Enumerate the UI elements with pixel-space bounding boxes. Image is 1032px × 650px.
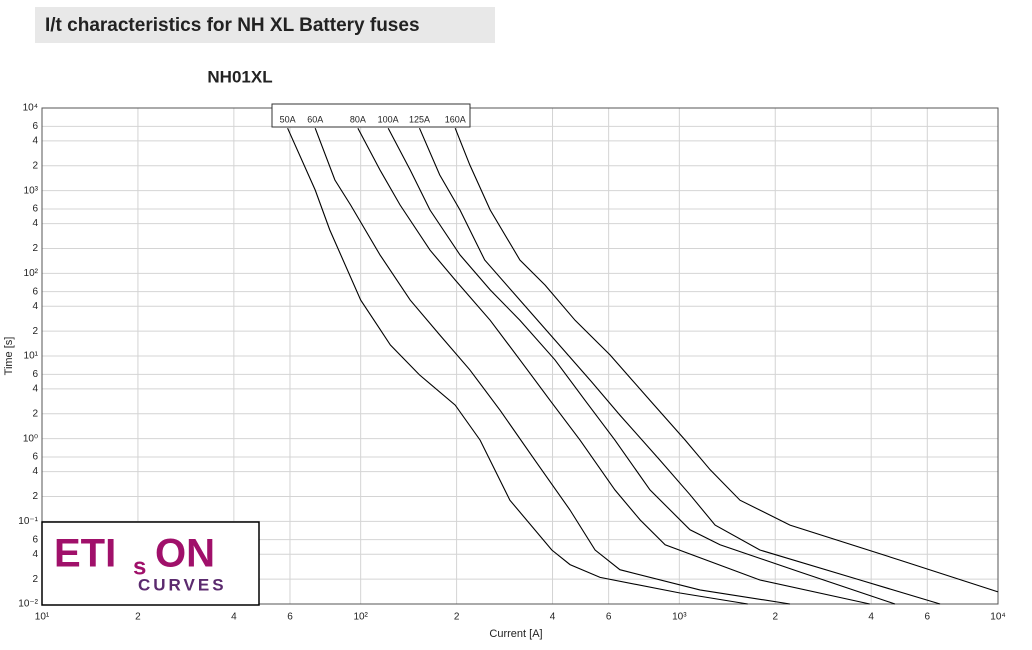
y-tick-label: 10⁻¹ bbox=[18, 516, 38, 527]
logo-middle: s bbox=[133, 553, 146, 580]
y-tick-label: 10² bbox=[24, 268, 39, 279]
y-tick-label: 2 bbox=[32, 160, 38, 171]
legend-label: 60A bbox=[307, 114, 323, 124]
y-tick-label: 4 bbox=[32, 218, 38, 229]
x-tick-label: 6 bbox=[925, 612, 931, 623]
logo-tagline: CURVES bbox=[138, 575, 227, 594]
x-tick-label: 2 bbox=[135, 612, 141, 623]
y-tick-label: 10⁻² bbox=[18, 599, 38, 610]
legend: 50A 60A 80A 100A 125A 160A bbox=[280, 114, 466, 124]
legend-label: 125A bbox=[409, 114, 430, 124]
y-tick-label: 2 bbox=[32, 574, 38, 585]
title-box bbox=[35, 7, 495, 43]
legend-label: 100A bbox=[378, 114, 399, 124]
x-tick-label: 4 bbox=[868, 612, 874, 623]
x-tick-label: 6 bbox=[287, 612, 293, 623]
fuse-curve bbox=[287, 127, 748, 605]
y-tick-label: 6 bbox=[32, 286, 38, 297]
x-tick-label: 2 bbox=[772, 612, 778, 623]
chart-subtitle: NH01XL bbox=[207, 67, 272, 86]
fuse-curve bbox=[454, 127, 999, 593]
y-tick-label: 2 bbox=[32, 326, 38, 337]
y-tick-label: 2 bbox=[32, 243, 38, 254]
x-tick-label: 4 bbox=[550, 612, 556, 623]
y-tick-label: 10³ bbox=[24, 185, 39, 196]
x-tick-label: 10³ bbox=[672, 612, 687, 623]
y-tick-label: 4 bbox=[32, 466, 38, 477]
x-tick-label: 10⁴ bbox=[990, 612, 1005, 623]
logo-left: ETI bbox=[54, 532, 116, 576]
fuse-curve bbox=[314, 128, 791, 605]
x-tick-label: 2 bbox=[454, 612, 460, 623]
y-tick-label: 10⁴ bbox=[23, 103, 38, 114]
x-tick-label: 10² bbox=[353, 612, 368, 623]
y-tick-label: 6 bbox=[32, 369, 38, 380]
grid bbox=[41, 107, 999, 605]
legend-label: 80A bbox=[350, 114, 366, 124]
y-tick-label: 6 bbox=[32, 534, 38, 545]
x-tick-label: 6 bbox=[606, 612, 612, 623]
y-tick-label: 4 bbox=[32, 384, 38, 395]
fuse-curve bbox=[357, 127, 870, 605]
legend-box bbox=[271, 103, 471, 128]
y-axis-label: Time [s] bbox=[3, 337, 15, 376]
y-tick-label: 10¹ bbox=[24, 351, 39, 362]
fuse-curve bbox=[418, 127, 941, 605]
y-tick-label: 10⁰ bbox=[23, 433, 38, 444]
ticks: 10¹ 2 4 6 10² 2 4 6 10³ 2 4 6 10⁴ 10⁴ 6 4 2 10³ 6 4 2 10² 6 4 2 1… bbox=[18, 103, 1005, 623]
y-tick-label: 6 bbox=[32, 452, 38, 463]
y-tick-label: 4 bbox=[32, 136, 38, 147]
logo-right: ON bbox=[155, 532, 215, 576]
fuse-curve bbox=[387, 127, 896, 605]
legend-label: 50A bbox=[280, 114, 296, 124]
y-tick-label: 2 bbox=[32, 408, 38, 419]
x-tick-label: 10¹ bbox=[35, 612, 50, 623]
y-tick-label: 2 bbox=[32, 491, 38, 502]
legend-label: 160A bbox=[445, 114, 466, 124]
x-axis-label: Current [A] bbox=[489, 628, 542, 640]
y-tick-label: 6 bbox=[32, 204, 38, 215]
plot-frame bbox=[41, 107, 999, 605]
y-tick-label: 6 bbox=[32, 121, 38, 132]
logo-box bbox=[41, 521, 260, 606]
chart-title: I/t characteristics for NH XL Battery fu… bbox=[45, 15, 420, 36]
curves bbox=[287, 127, 999, 605]
y-tick-label: 4 bbox=[32, 549, 38, 560]
y-tick-label: 4 bbox=[32, 301, 38, 312]
x-tick-label: 4 bbox=[231, 612, 237, 623]
